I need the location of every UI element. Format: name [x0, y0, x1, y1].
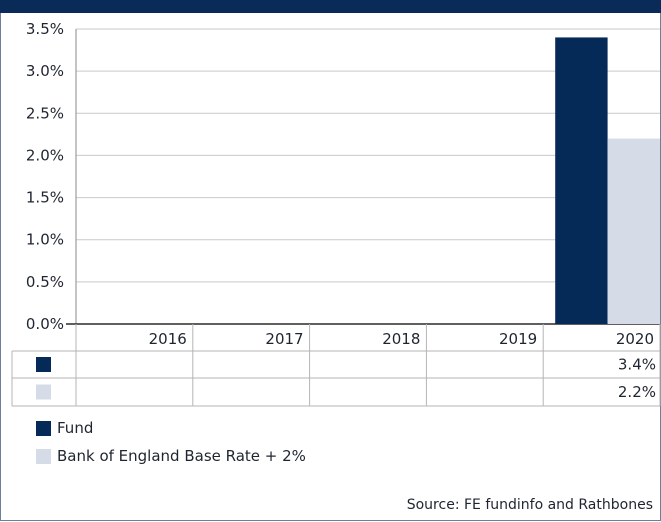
bar-fund-2020: [555, 37, 608, 325]
legend-item-fund: Fund: [36, 419, 93, 437]
legend-label-boe: Bank of England Base Rate + 2%: [57, 447, 306, 465]
y-tick-label: 0.0%: [26, 315, 64, 333]
bar-boe-2020: [607, 138, 660, 324]
y-tick-label: 3.5%: [26, 20, 64, 38]
x-tick-label: 2017: [265, 330, 303, 348]
y-tick-label: 2.0%: [26, 146, 64, 164]
data-table: 2016 2017 2018 2019 2020 3.4% 2.2%: [11, 324, 661, 407]
data-label: 2.2%: [618, 383, 656, 401]
y-tick-label: 0.5%: [26, 273, 64, 291]
legend-label-fund: Fund: [57, 419, 94, 437]
legend-item-boe: Bank of England Base Rate + 2%: [36, 447, 306, 465]
legend-swatch-boe: [36, 448, 51, 464]
y-tick-label: 2.5%: [26, 104, 64, 122]
bars: [555, 37, 660, 325]
table-swatch-boe: [36, 384, 51, 400]
y-tick-label: 1.5%: [26, 189, 64, 207]
data-label: 3.4%: [618, 356, 656, 374]
x-tick-label: 2016: [149, 330, 187, 348]
y-tick-label: 1.0%: [26, 231, 64, 249]
source-note: Source: FE fundinfo and Rathbones: [406, 497, 653, 513]
y-tick-label: 3.0%: [26, 62, 64, 80]
x-tick-label: 2018: [382, 330, 420, 348]
x-tick-label: 2020: [616, 330, 654, 348]
y-axis-ticks: 0.0% 0.5% 1.0% 1.5% 2.0% 2.5% 3.0% 3.5%: [26, 20, 64, 333]
x-tick-label: 2019: [499, 330, 537, 348]
header-band: [0, 0, 661, 13]
table-swatch-fund: [36, 357, 51, 372]
legend-swatch-fund: [36, 420, 51, 436]
